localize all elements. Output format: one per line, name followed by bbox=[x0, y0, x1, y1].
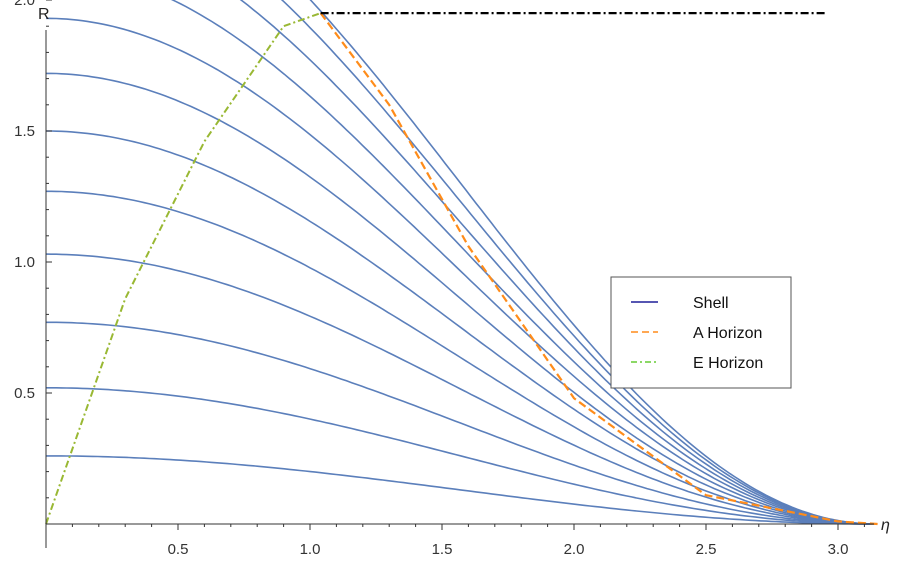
x-tick-label: 1.0 bbox=[300, 541, 321, 558]
y-ticks: 0.51.01.52.02.5 bbox=[14, 0, 52, 499]
legend-label-shell: Shell bbox=[693, 295, 729, 312]
y-tick-label: 1.0 bbox=[14, 254, 35, 271]
shell-curve-9 bbox=[45, 253, 875, 525]
shell-curve-8 bbox=[46, 190, 875, 525]
shell-curve-6 bbox=[46, 72, 876, 525]
shell-curve-10 bbox=[46, 321, 875, 525]
x-tick-label: 2.5 bbox=[696, 541, 717, 558]
legend: Shell A Horizon E Horizon bbox=[610, 276, 792, 389]
y-tick-label: 0.5 bbox=[14, 385, 35, 402]
e-horizon-curve bbox=[45, 12, 321, 525]
shell-curve-7 bbox=[46, 130, 875, 525]
y-axis-title: R bbox=[38, 6, 50, 23]
x-tick-label: 2.0 bbox=[564, 541, 585, 558]
x-tick-label: 3.0 bbox=[828, 541, 849, 558]
shell-curve-12 bbox=[46, 455, 875, 525]
plot-lines bbox=[45, 0, 878, 526]
axes: 0.5 1.0 1.5 2.0 2.5 3.0 0.5 1.0 1.5 2.0 2.5 η R bbox=[14, 0, 890, 558]
shell-curve-1 bbox=[309, 0, 876, 525]
shell-curve-3 bbox=[239, 0, 876, 525]
a-horizon-curve bbox=[319, 12, 878, 526]
shell-curve-5 bbox=[45, 17, 876, 525]
legend-box bbox=[610, 276, 792, 389]
shell-curve-2 bbox=[280, 0, 876, 525]
shell-curve-4 bbox=[170, 0, 876, 525]
shell-curve-11 bbox=[46, 387, 875, 525]
x-tick-label: 1.5 bbox=[432, 541, 453, 558]
x-tick-label: 0.5 bbox=[168, 541, 189, 558]
x-ticks: 0.5 1.0 1.5 2.0 2.5 3.0 bbox=[71, 524, 865, 558]
legend-label-e-horizon: E Horizon bbox=[693, 355, 763, 372]
x-axis-title: η bbox=[881, 517, 890, 534]
y-tick-label: 1.5 bbox=[14, 123, 35, 140]
y-tick-label: 2.0 bbox=[14, 0, 35, 9]
legend-label-a-horizon: A Horizon bbox=[693, 325, 762, 342]
